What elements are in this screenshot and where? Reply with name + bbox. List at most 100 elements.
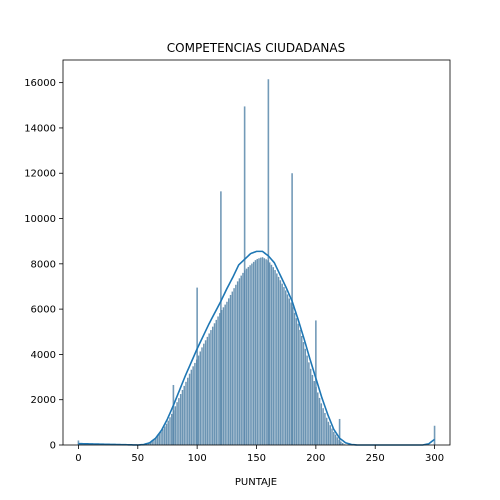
histogram-bar: [268, 262, 271, 445]
histogram-bar: [297, 323, 299, 445]
histogram-bar: [304, 348, 307, 445]
histogram-bar: [263, 258, 266, 445]
histogram-bar: [286, 294, 289, 445]
y-axis-ticks: 0 2000 4000 6000 8000 10000 12000 14000 16000: [24, 78, 63, 452]
histogram-bar: [320, 403, 323, 445]
x-tick-label: 50: [131, 453, 144, 464]
histogram-bar: [174, 406, 177, 445]
histogram-bar: [301, 335, 303, 445]
histogram-bar: [336, 437, 339, 445]
histogram-bar: [160, 431, 162, 445]
histogram-bar: [277, 276, 280, 445]
histogram-bar: [247, 266, 250, 445]
x-tick-label: 0: [75, 453, 81, 464]
histogram-bar: [281, 283, 283, 445]
histogram-bar: [165, 423, 168, 445]
histogram-bar: [211, 326, 214, 445]
x-axis-label: PUNTAJE: [235, 477, 277, 488]
histogram-bar: [260, 257, 262, 445]
x-tick-label: 250: [366, 453, 385, 464]
histogram-bar: [290, 302, 292, 445]
histogram-bar: [156, 435, 159, 445]
histogram-bar: [306, 355, 308, 445]
histogram-bar: [249, 265, 251, 445]
histogram-bar: [217, 316, 219, 445]
histogram-bars: [137, 257, 346, 446]
x-axis-ticks: 0 50 100 150 200 250 300: [75, 445, 444, 464]
histogram-spike-bar: [172, 384, 175, 445]
histogram-bar: [199, 351, 201, 445]
histogram-spike-bar: [291, 173, 293, 446]
histogram-bar: [276, 273, 278, 445]
y-tick-label: 12000: [24, 169, 56, 180]
chart-title: COMPETENCIAS CIUDADANAS: [167, 41, 345, 55]
histogram-bar: [188, 373, 191, 445]
histogram-bar: [265, 259, 267, 445]
histogram-bar: [213, 323, 216, 445]
histogram-bar: [219, 313, 221, 445]
histogram-bar: [206, 336, 209, 445]
histogram-bar: [171, 413, 173, 445]
x-tick-label: 100: [188, 453, 207, 464]
histogram-bar: [270, 264, 273, 445]
histogram-bar: [325, 417, 328, 445]
y-tick-label: 2000: [31, 395, 56, 406]
histogram-bar: [254, 260, 257, 445]
histogram-bar: [299, 329, 301, 445]
histogram-bar: [242, 272, 244, 445]
y-tick-label: 0: [50, 441, 56, 452]
histogram-bar: [295, 318, 298, 445]
histogram-bar: [327, 421, 330, 445]
histogram-spike-bar: [196, 287, 198, 445]
histogram-bar: [252, 261, 255, 445]
histogram-bar: [274, 270, 276, 445]
x-tick-label: 150: [247, 453, 266, 464]
histogram-bar: [322, 408, 324, 445]
histogram-bar: [251, 263, 253, 445]
histogram-bar: [309, 368, 312, 445]
histogram-bar: [204, 340, 207, 445]
histogram-bar: [318, 397, 321, 445]
histogram-bar: [235, 284, 237, 445]
histogram-bar: [233, 288, 235, 445]
histogram-bar: [183, 385, 185, 445]
histogram-bar: [190, 369, 193, 445]
histogram-bar: [203, 343, 205, 445]
histogram-bar: [331, 428, 333, 445]
histogram-bar: [210, 330, 212, 445]
histogram-bar: [329, 425, 331, 445]
histogram-bar: [258, 258, 260, 445]
histogram-bar: [340, 441, 342, 445]
histogram-bar: [293, 312, 296, 445]
histogram-bar: [208, 333, 210, 445]
histogram-spike-bar: [267, 79, 270, 445]
histogram-bar: [151, 440, 153, 445]
histogram-bar: [149, 442, 152, 445]
histogram-bar: [192, 366, 194, 445]
histogram-spike-bar: [77, 440, 80, 445]
histogram-bar: [167, 420, 169, 445]
histogram-bar: [224, 304, 226, 445]
histogram-bar: [155, 437, 157, 445]
histogram-bar: [228, 298, 230, 445]
histogram-bar: [272, 267, 275, 445]
histogram-bar: [185, 381, 187, 445]
x-tick-label: 300: [425, 453, 444, 464]
y-tick-label: 10000: [24, 214, 56, 225]
histogram-bar: [245, 268, 248, 445]
histogram-spikes: [77, 79, 436, 446]
histogram-bar: [187, 377, 189, 445]
histogram-bar: [176, 402, 178, 445]
histogram-bar: [153, 439, 155, 445]
y-tick-label: 16000: [24, 78, 56, 89]
histogram-bar: [169, 417, 171, 445]
histogram-bar: [288, 298, 291, 445]
histogram-bar: [194, 362, 196, 445]
histogram-bar: [313, 381, 315, 445]
histogram-bar: [229, 294, 232, 445]
histogram-bar: [181, 389, 184, 445]
histogram-bar: [179, 394, 182, 445]
histogram-bar: [147, 443, 150, 445]
histogram-bar: [334, 434, 337, 445]
